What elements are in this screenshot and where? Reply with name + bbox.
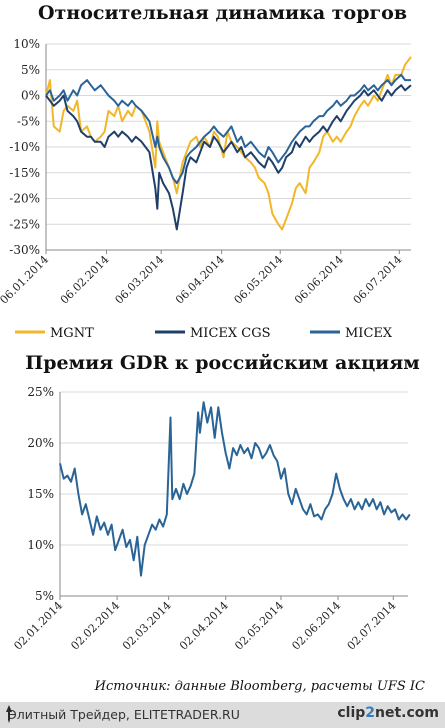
logo-part-net: net — [375, 705, 402, 721]
source-note: Источник: данные Bloomberg, расчеты UFS … — [94, 679, 425, 694]
footer-site-text: Элитный Трейдер, ELITETRADER.RU — [8, 707, 240, 722]
x-tick-label: 02.05.2014 — [232, 599, 286, 653]
clip2net-logo[interactable]: clip2net.com — [337, 705, 439, 721]
series-line-gdr-premium — [59, 401, 411, 577]
footer-bar: Элитный Трейдер, ELITETRADER.RU clip2net… — [0, 702, 445, 728]
legend-label: MICEX — [345, 326, 393, 341]
y-tick-label: 10% — [27, 538, 54, 552]
x-tick-label: 02.06.2014 — [289, 599, 343, 653]
y-tick-label: 25% — [27, 385, 54, 399]
y-tick-label: -5% — [17, 114, 40, 128]
y-tick-label: -25% — [9, 217, 40, 231]
y-tick-label: -20% — [9, 192, 40, 206]
legend-label: MGNT — [50, 326, 94, 341]
series-line-micex-cgs — [45, 84, 412, 231]
x-tick-label: 02.01.2014 — [11, 599, 65, 653]
legend-label: MICEX CGS — [190, 326, 271, 341]
y-tick-label: -10% — [9, 140, 40, 154]
x-tick-label: 02.02.2014 — [68, 599, 122, 653]
gdr-premium-chart: 25% 20% 15% 10% 5%02.01.2014 02.02.201402.03.… — [11, 385, 411, 653]
y-tick-label: -30% — [9, 243, 40, 257]
series-line-micex — [45, 73, 411, 185]
x-tick-label: 02.03.2014 — [120, 599, 174, 653]
logo-part-com: .com — [401, 705, 439, 721]
y-tick-label: 5% — [21, 63, 40, 77]
relative-dynamics-chart: 10%5%0%-5%-10%-15%-20%-25%-30%06.01.2014… — [0, 37, 412, 341]
y-tick-label: -15% — [9, 166, 40, 180]
y-tick-label: 20% — [27, 436, 54, 450]
y-tick-label: 5% — [35, 589, 54, 603]
logo-part-2: 2 — [365, 705, 376, 721]
x-tick-label: 02.07.2014 — [345, 599, 399, 653]
chart1-title: Относительная динамика торгов — [37, 2, 408, 24]
y-tick-label: 0% — [21, 89, 40, 103]
chart2-title: Премия GDR к российским акциям — [25, 352, 420, 374]
y-tick-label: 15% — [27, 487, 54, 501]
pin-icon — [6, 705, 12, 723]
x-tick-label: 02.04.2014 — [177, 599, 231, 653]
logo-part-clip: clip — [337, 705, 366, 721]
y-tick-label: 10% — [13, 37, 40, 51]
series-line-mgnt — [45, 56, 412, 231]
